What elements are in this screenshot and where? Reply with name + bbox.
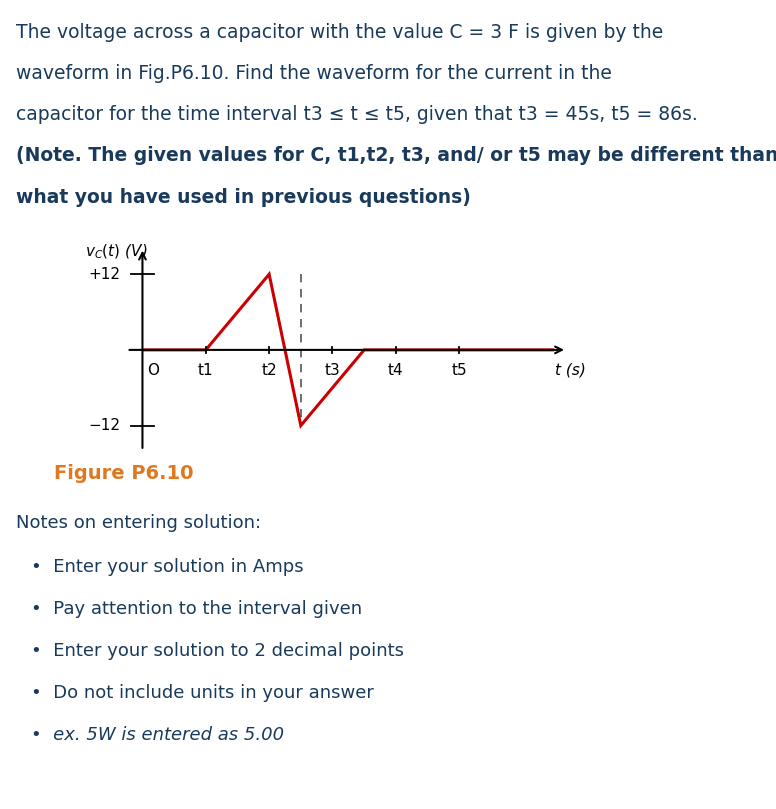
Text: t (s): t (s) bbox=[555, 362, 585, 378]
Text: •  Enter your solution to 2 decimal points: • Enter your solution to 2 decimal point… bbox=[31, 642, 404, 660]
Text: what you have used in previous questions): what you have used in previous questions… bbox=[16, 188, 470, 206]
Text: +12: +12 bbox=[88, 267, 120, 282]
Text: The voltage across a capacitor with the value C = 3 F is given by the: The voltage across a capacitor with the … bbox=[16, 23, 663, 41]
Text: •  Do not include units in your answer: • Do not include units in your answer bbox=[31, 684, 374, 702]
Text: •  ex. 5W is entered as 5.00: • ex. 5W is entered as 5.00 bbox=[31, 726, 284, 744]
Text: capacitor for the time interval t3 ≤ t ≤ t5, given that t3 = 45s, t5 = 86s.: capacitor for the time interval t3 ≤ t ≤… bbox=[16, 105, 698, 124]
Text: t3: t3 bbox=[324, 362, 341, 378]
Text: •  Pay attention to the interval given: • Pay attention to the interval given bbox=[31, 600, 362, 618]
Text: t2: t2 bbox=[262, 362, 277, 378]
Text: t5: t5 bbox=[452, 362, 467, 378]
Text: t1: t1 bbox=[198, 362, 213, 378]
Text: waveform in Fig.P6.10. Find the waveform for the current in the: waveform in Fig.P6.10. Find the waveform… bbox=[16, 64, 611, 83]
Text: Notes on entering solution:: Notes on entering solution: bbox=[16, 514, 261, 532]
Text: −12: −12 bbox=[88, 418, 120, 433]
Text: (Note. The given values for C, t1,t2, t3, and/ or t5 may be different than: (Note. The given values for C, t1,t2, t3… bbox=[16, 146, 776, 165]
Text: Figure P6.10: Figure P6.10 bbox=[54, 464, 194, 483]
Text: $v_C(t)$ (V): $v_C(t)$ (V) bbox=[85, 243, 148, 261]
Text: •  Enter your solution in Amps: • Enter your solution in Amps bbox=[31, 558, 303, 576]
Text: O: O bbox=[147, 362, 159, 378]
Text: t4: t4 bbox=[388, 362, 404, 378]
